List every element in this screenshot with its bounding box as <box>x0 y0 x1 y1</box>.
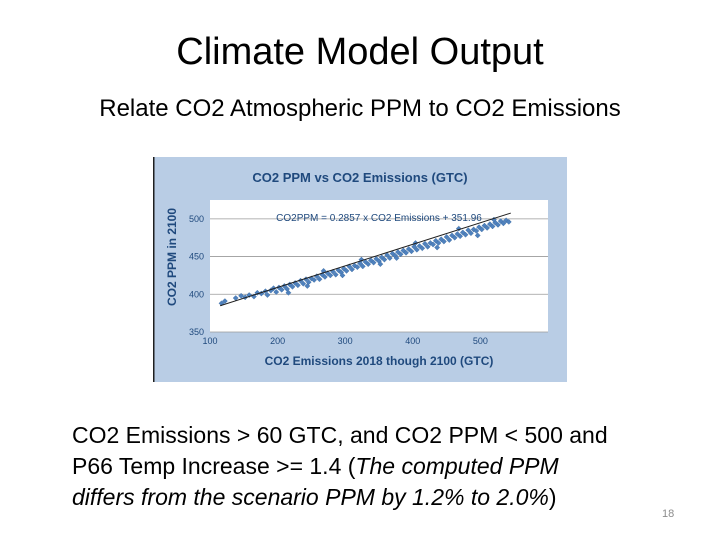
scatter-chart: CO2 PPM vs CO2 Emissions (GTC) CO2 Emiss… <box>153 157 567 382</box>
data-point-47 <box>365 261 372 267</box>
data-point-88 <box>476 224 482 231</box>
data-point-15 <box>278 286 285 293</box>
trendline-equation: CO2PPM = 0.2857 x CO2 Emissions + 351.96 <box>276 213 482 224</box>
data-point-53 <box>381 256 388 263</box>
x-tick-label-2: 300 <box>338 336 353 346</box>
data-point-19 <box>289 283 296 290</box>
y-tick-label-1: 400 <box>189 289 204 299</box>
bullet-line-2-italic: The computed PPM <box>355 453 559 479</box>
chart-left-edge <box>153 157 155 382</box>
data-point-84 <box>465 227 472 234</box>
data-point-52 <box>378 254 385 261</box>
data-point-29 <box>316 276 323 283</box>
data-point-108 <box>434 244 441 251</box>
data-point-80 <box>454 231 461 237</box>
data-point-62 <box>405 246 412 252</box>
data-point-83 <box>462 231 469 238</box>
data-point-75 <box>441 238 447 245</box>
data-point-68 <box>422 240 428 247</box>
bullet-line-1: CO2 Emissions > 60 GTC, and CO2 PPM < 50… <box>72 422 608 448</box>
data-point-73 <box>435 240 442 246</box>
trendline <box>219 212 511 307</box>
x-tick-label-4: 500 <box>473 336 488 346</box>
y-tick-label-3: 500 <box>189 214 204 224</box>
data-point-69 <box>424 243 431 250</box>
slide-number: 18 <box>662 508 675 520</box>
data-point-43 <box>354 264 361 271</box>
x-tick-label-3: 400 <box>405 336 420 346</box>
data-point-61 <box>403 249 409 256</box>
data-point-105 <box>377 261 384 267</box>
data-point-82 <box>459 229 466 236</box>
x-tick-label-0: 100 <box>202 336 217 346</box>
bullet-line-2: P66 Temp Increase >= 1.4 (The computed P… <box>72 451 672 482</box>
data-point-65 <box>413 246 420 253</box>
data-point-59 <box>397 251 404 258</box>
y-tick-label-0: 350 <box>189 327 204 337</box>
bullet-line-3-plain: ) <box>548 484 557 510</box>
data-point-95 <box>495 222 501 228</box>
data-point-1 <box>221 298 228 304</box>
data-point-97 <box>500 220 507 227</box>
data-point-33 <box>327 272 334 279</box>
data-point-21 <box>294 282 301 289</box>
data-point-55 <box>386 255 393 261</box>
chart-frame: CO2 PPM vs CO2 Emissions (GTC) CO2 Emiss… <box>153 157 567 382</box>
data-point-81 <box>457 233 464 240</box>
data-point-67 <box>419 245 426 252</box>
data-point-79 <box>451 234 458 241</box>
bullet-text: CO2 Emissions > 60 GTC, and CO2 PPM < 50… <box>72 420 672 513</box>
chart-title: CO2 PPM vs CO2 Emissions (GTC) <box>252 170 467 185</box>
bullet-line-3: differs from the scenario PPM by 1.2% to… <box>72 482 672 513</box>
data-point-13 <box>273 289 280 295</box>
data-point-103 <box>339 272 346 279</box>
x-tick-label-1: 200 <box>270 336 285 346</box>
data-point-64 <box>411 243 418 250</box>
data-point-45 <box>359 263 366 270</box>
data-point-101 <box>304 283 311 289</box>
bullet-line-2-plain: P66 Temp Increase >= 1.4 ( <box>72 453 356 479</box>
plot-area <box>210 200 548 332</box>
data-point-100 <box>285 289 292 296</box>
data-point-10 <box>264 292 271 298</box>
data-point-89 <box>478 226 485 233</box>
bullet-line-3-italic: differs from the scenario PPM by 1.2% to… <box>72 484 549 510</box>
data-point-76 <box>443 234 450 240</box>
data-point-110 <box>474 232 481 239</box>
y-axis-title: CO2 PPM in 2100 <box>165 208 179 306</box>
data-point-74 <box>438 236 445 243</box>
data-point-106 <box>393 255 400 261</box>
data-point-49 <box>370 259 377 266</box>
data-point-99 <box>505 218 512 225</box>
data-point-63 <box>408 248 415 255</box>
data-point-27 <box>311 277 317 283</box>
data-point-93 <box>489 223 496 230</box>
data-point-77 <box>446 237 453 243</box>
data-point-91 <box>484 225 491 231</box>
data-point-58 <box>395 249 401 255</box>
data-point-31 <box>322 274 328 280</box>
slide-title: Climate Model Output <box>176 31 544 73</box>
x-axis-title: CO2 Emissions 2018 though 2100 (GTC) <box>265 354 494 368</box>
data-point-86 <box>470 226 477 233</box>
y-tick-label-2: 450 <box>189 252 204 262</box>
data-point-23 <box>300 280 307 287</box>
data-point-71 <box>430 241 436 248</box>
data-point-85 <box>468 230 474 237</box>
data-point-87 <box>473 228 480 234</box>
data-point-41 <box>349 266 355 273</box>
data-point-54 <box>384 252 390 258</box>
slide-subtitle: Relate CO2 Atmospheric PPM to CO2 Emissi… <box>99 95 621 122</box>
data-point-39 <box>343 268 350 274</box>
data-point-35 <box>332 271 339 278</box>
data-point-70 <box>427 240 434 246</box>
data-point-3 <box>238 292 244 299</box>
